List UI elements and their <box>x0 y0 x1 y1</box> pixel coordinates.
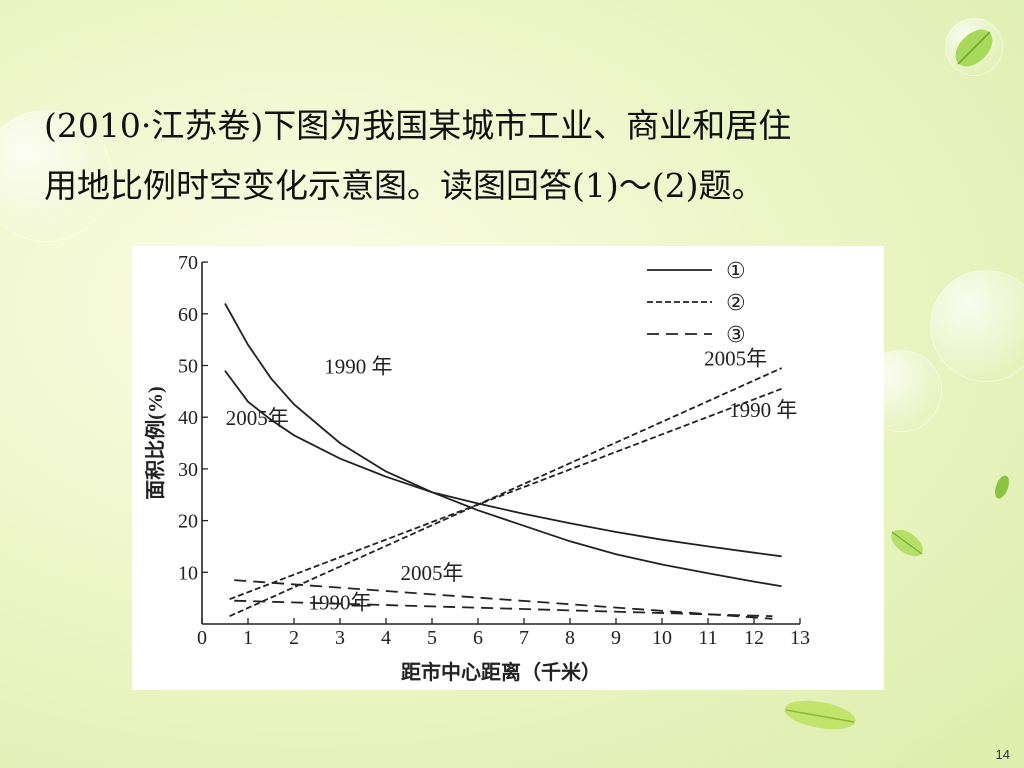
series-label: 1990 年 <box>729 398 797 422</box>
decor-bubble <box>930 270 1024 382</box>
page-number: 14 <box>995 747 1010 762</box>
legend-label: ③ <box>726 323 746 348</box>
y-tick-label: 60 <box>178 304 198 326</box>
y-tick-label: 20 <box>178 511 198 533</box>
y-tick-label: 70 <box>178 252 198 274</box>
x-tick-label: 7 <box>519 627 529 649</box>
x-tick-label: 11 <box>698 627 717 649</box>
x-tick-label: 5 <box>427 627 437 649</box>
question-line: 用地比例时空变化示意图。读图回答(1)～(2)题。 <box>44 166 765 205</box>
land-use-chart: 0 1 2 3 4 5 6 7 8 9 10 11 12 1310203040506070距市中心距离（千… <box>143 252 810 684</box>
question-line: (2010·江苏卷)下图为我国某城市工业、商业和居住 <box>44 106 792 145</box>
question-text: (2010·江苏卷)下图为我国某城市工业、商业和居住 用地比例时空变化示意图。读… <box>44 96 984 216</box>
x-tick-label: 12 <box>744 627 764 649</box>
series-label: 2005年 <box>704 347 767 371</box>
series-line <box>229 367 782 618</box>
y-tick-label: 50 <box>178 356 198 378</box>
x-tick-label: 4 <box>381 627 391 649</box>
leaf-icon <box>784 700 856 730</box>
y-tick-label: 40 <box>178 407 198 429</box>
x-tick-label: 8 <box>565 627 575 649</box>
x-tick-label: 2 <box>289 627 299 649</box>
x-tick-label: 10 <box>652 627 672 649</box>
series-label: 2005年 <box>226 406 289 430</box>
x-tick-label: 1 <box>243 627 253 649</box>
legend-label: ① <box>726 259 746 284</box>
x-axis-label: 距市中心距离（千米） <box>401 660 601 684</box>
series-line <box>224 303 782 588</box>
x-tick-label: 9 <box>611 627 621 649</box>
x-tick-label: 6 <box>473 627 483 649</box>
series-label: 1990年 <box>309 591 372 615</box>
y-tick-label: 30 <box>178 459 198 481</box>
decor-bubble <box>0 110 112 242</box>
x-tick-label: 13 <box>790 627 810 649</box>
x-tick-label: 3 <box>335 627 345 649</box>
leaf-icon <box>995 475 1009 499</box>
series-line <box>234 579 773 620</box>
series-label: 1990 年 <box>324 354 392 378</box>
y-tick-label: 10 <box>178 562 198 584</box>
chart-panel: 0 1 2 3 4 5 6 7 8 9 10 11 12 13 10 20 30 40 50 60 70 距市中心距离（千… <box>132 246 884 690</box>
leaf-icon <box>955 29 993 67</box>
legend-label: ② <box>726 291 746 316</box>
y-axis-label: 面积比例(%) <box>143 386 167 499</box>
x-tick-label: 0 <box>197 627 207 649</box>
leaf-icon <box>891 529 923 557</box>
series-line <box>234 599 773 618</box>
series-line <box>224 370 782 558</box>
series-label: 2005年 <box>401 561 464 585</box>
